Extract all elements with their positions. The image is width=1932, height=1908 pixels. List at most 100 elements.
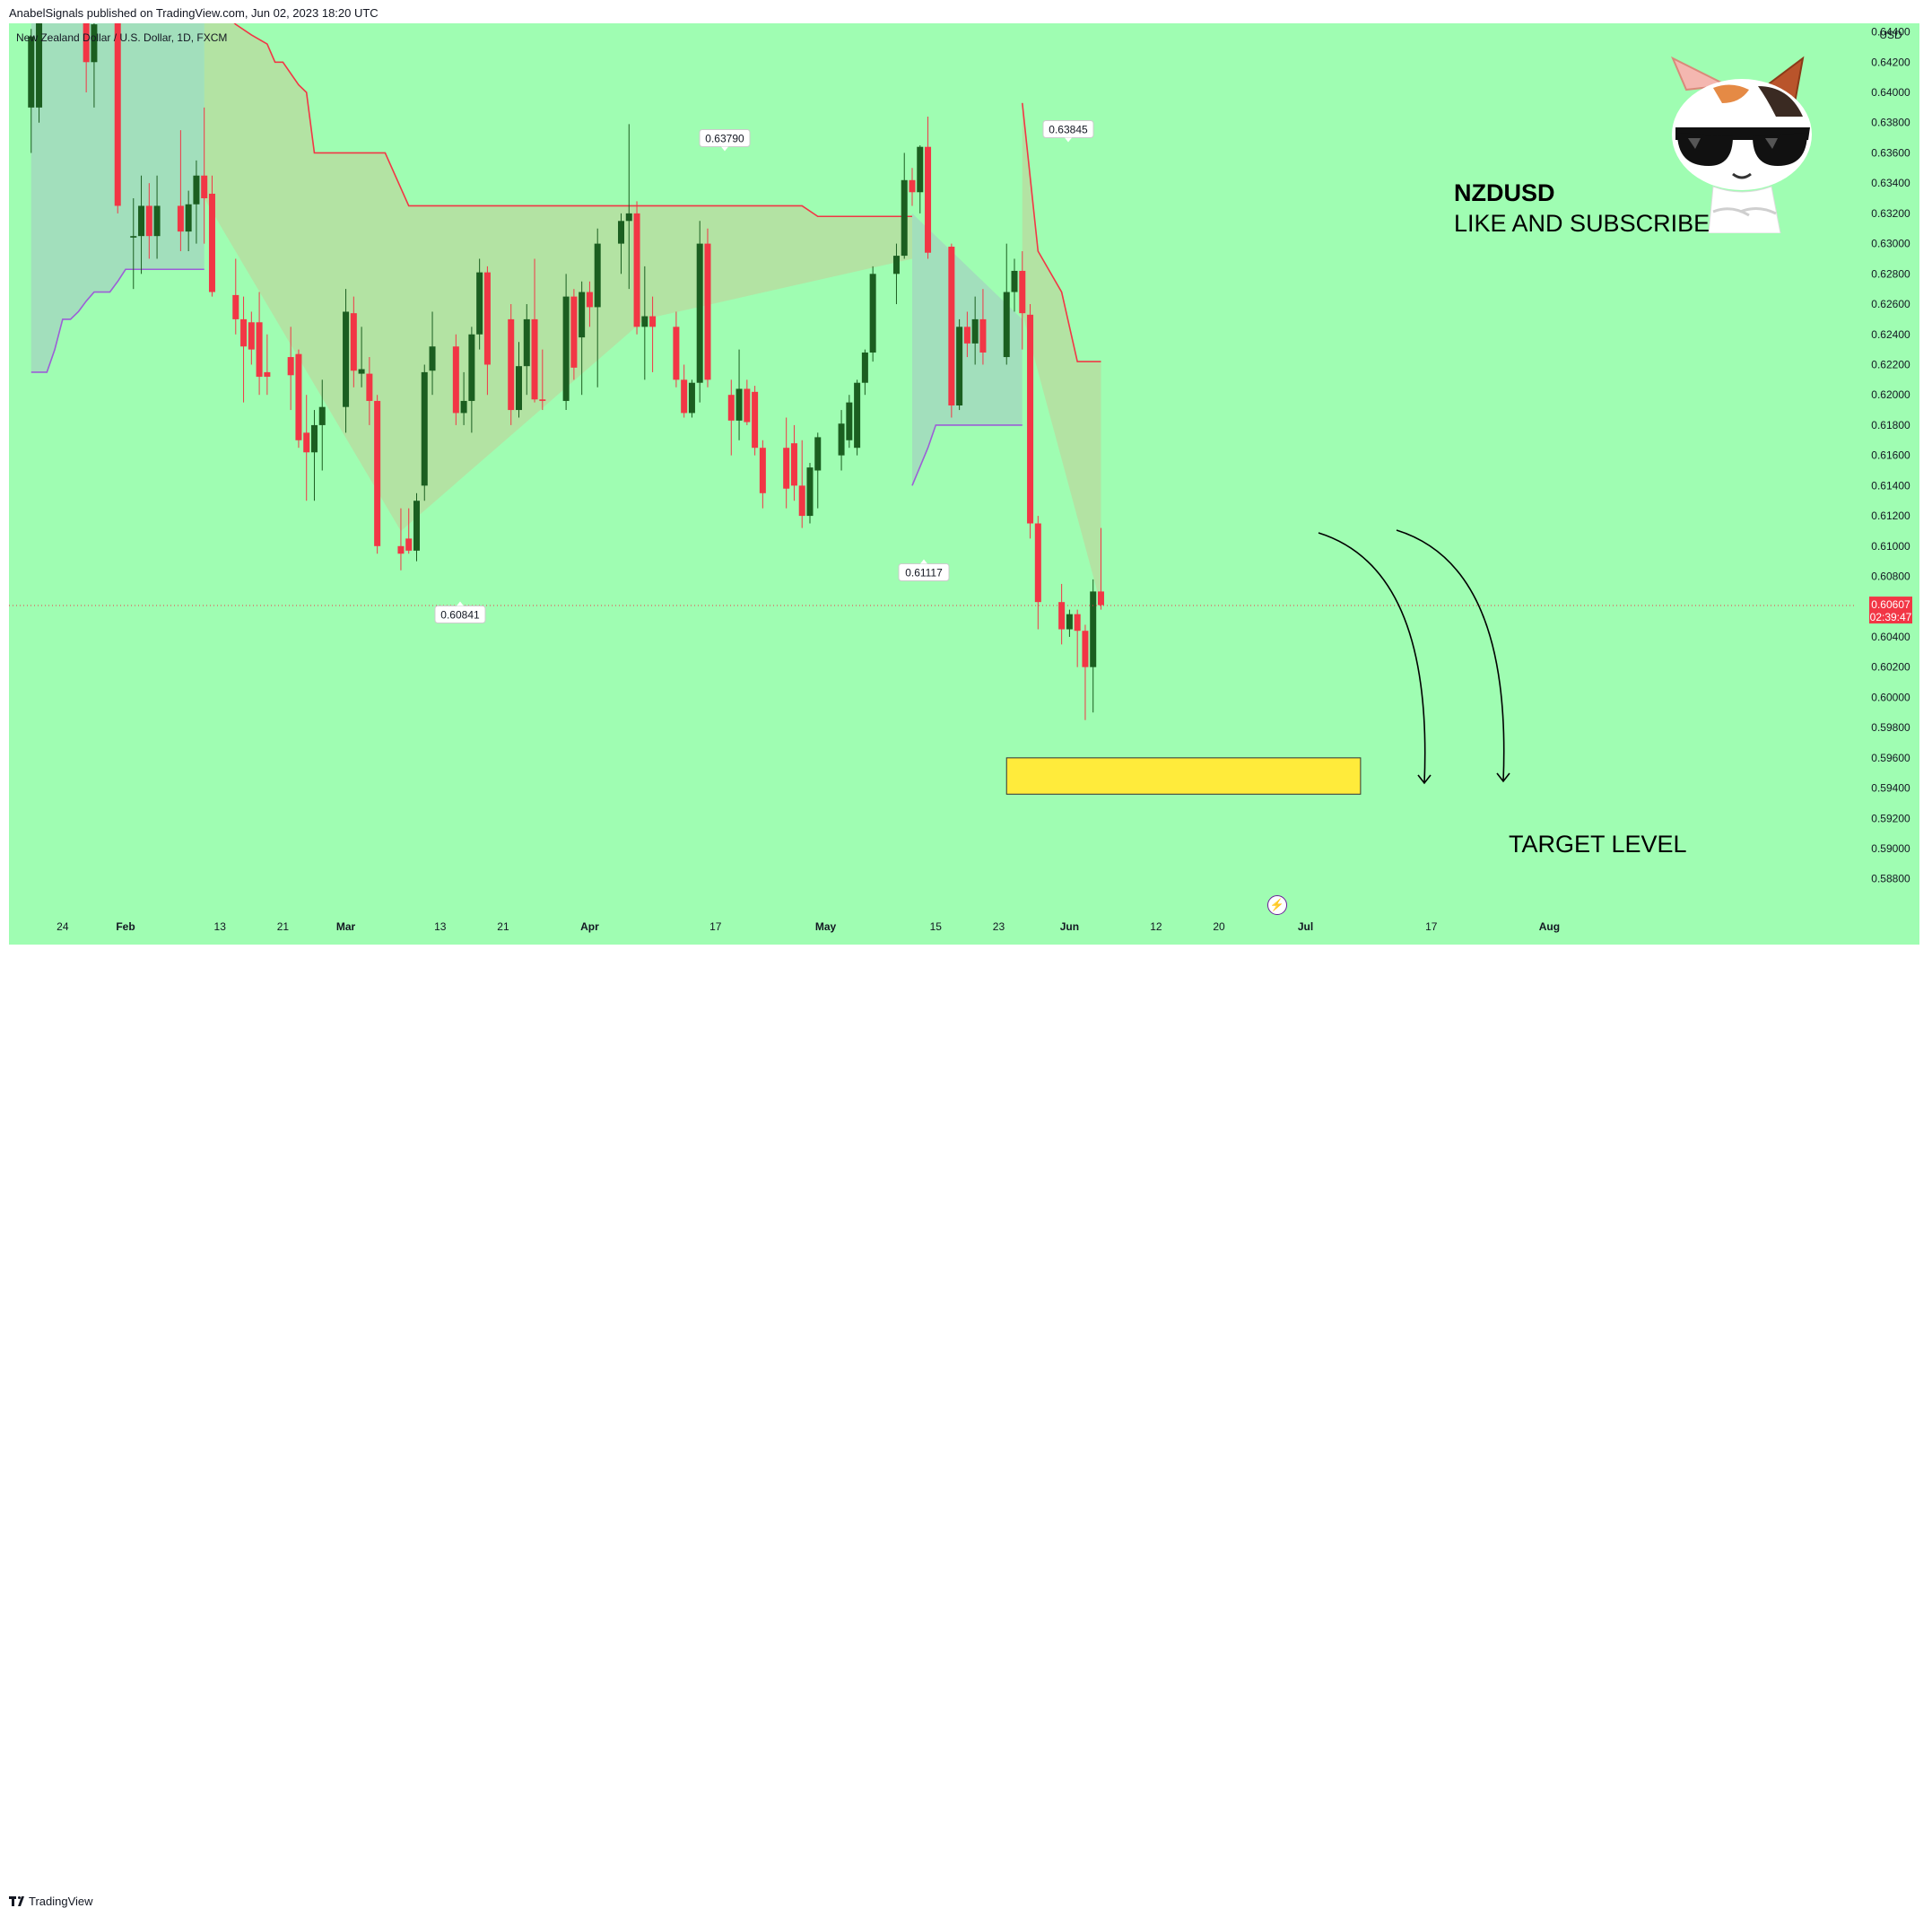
candle-body (925, 146, 932, 253)
x-tick-label: 24 (57, 920, 69, 933)
support-line (30, 268, 205, 373)
last-price-badge (1869, 597, 1912, 624)
pivot-label-text: 0.61117 (905, 567, 943, 579)
candle-body (1058, 602, 1066, 630)
candle-body (570, 296, 578, 368)
candle-body (256, 322, 263, 377)
y-axis-currency: USD (1879, 29, 1902, 41)
candle-body (1003, 292, 1010, 358)
candle-body (303, 432, 310, 453)
chart-area[interactable]: 0.63790 0.63845 0.60841 0.61117 0.64400 0.642… (9, 23, 1919, 945)
y-tick-label: 0.63400 (1871, 177, 1910, 189)
candle-body (460, 400, 467, 414)
candle-body (145, 205, 152, 237)
candle-body (641, 316, 648, 327)
candle-body (138, 205, 145, 237)
candle-body (696, 243, 703, 383)
y-tick-label: 0.61200 (1871, 510, 1910, 522)
target-level-label: TARGET LEVEL (1509, 831, 1687, 858)
candle-body (310, 424, 318, 453)
y-tick-label: 0.62600 (1871, 298, 1910, 310)
candle-body (814, 437, 822, 471)
x-tick-label: 12 (1150, 920, 1162, 933)
resistance-line-2 (1021, 102, 1101, 362)
y-tick-label: 0.60400 (1871, 631, 1910, 643)
candle-body (476, 272, 483, 335)
candle-body (201, 175, 208, 199)
candle-body (185, 204, 192, 232)
candle-body (1034, 523, 1041, 603)
candle-body (979, 318, 987, 353)
candle-body (114, 23, 121, 206)
x-tick-label: Jun (1060, 920, 1079, 933)
x-tick-label: 15 (930, 920, 943, 933)
candle-body (783, 448, 790, 489)
y-tick-label: 0.61600 (1871, 449, 1910, 462)
candle-body (562, 296, 570, 401)
x-tick-label: 13 (214, 920, 227, 933)
candle-body (452, 346, 459, 414)
candle-body (232, 294, 239, 319)
candle-body (318, 406, 326, 425)
tradingview-logo-icon (9, 1896, 25, 1906)
candle-body (405, 538, 413, 551)
candle-body (790, 443, 797, 486)
pivot-label: 0.60841 (434, 601, 486, 623)
pivot-label-text: 0.63790 (705, 133, 744, 145)
candle-body (1082, 631, 1089, 667)
y-tick-label: 0.60800 (1871, 571, 1910, 583)
candle-body (704, 243, 711, 380)
candle-body (1027, 314, 1034, 524)
candle-body (36, 23, 43, 108)
candle-body (752, 391, 759, 449)
y-tick-label: 0.64400 (1871, 26, 1910, 39)
candle-body (838, 423, 845, 456)
x-tick-label: 21 (497, 920, 509, 933)
x-tick-label: Mar (336, 920, 356, 933)
target-zone-box (1005, 757, 1362, 795)
pivot-label-text: 0.63845 (1049, 124, 1088, 136)
x-tick-label: Feb (116, 920, 135, 933)
x-tick-label: 13 (434, 920, 447, 933)
x-tick-label: May (815, 920, 837, 933)
candle-body (594, 243, 601, 308)
candle-body (901, 179, 908, 257)
candle-body (971, 318, 979, 344)
resistance-cloud (204, 23, 912, 531)
candle-body (531, 318, 538, 400)
candle-body (759, 448, 766, 493)
candle-body (649, 316, 657, 327)
candle-body (948, 246, 955, 406)
candle-body (539, 399, 546, 401)
y-tick-label: 0.61800 (1871, 419, 1910, 431)
pivot-label-text: 0.60841 (440, 609, 480, 622)
y-tick-label: 0.63600 (1871, 146, 1910, 159)
y-tick-label: 0.59800 (1871, 721, 1910, 734)
y-tick-label: 0.64000 (1871, 86, 1910, 99)
candle-body (854, 382, 861, 449)
candle-body (586, 292, 593, 308)
x-tick-label: 21 (277, 920, 290, 933)
y-tick-label: 0.62000 (1871, 388, 1910, 401)
y-tick-label: 0.60200 (1871, 661, 1910, 674)
projection-arrow-1 (1318, 532, 1426, 784)
tradingview-brand-text: TradingView (29, 1895, 93, 1908)
y-tick-label: 0.58800 (1871, 873, 1910, 885)
candle-body (917, 146, 924, 193)
candle-body (735, 388, 743, 421)
y-tick-label: 0.59400 (1871, 782, 1910, 795)
candle-body (264, 371, 271, 377)
pivot-label-tip (721, 146, 728, 152)
pivot-label-tip (920, 559, 927, 564)
publisher-credit: AnabelSignals published on TradingView.c… (9, 6, 379, 20)
candlestick-chart[interactable]: 0.63790 0.63845 0.60841 0.61117 0.64400 0.642… (9, 23, 1919, 945)
tradingview-logo[interactable]: TradingView (9, 1895, 93, 1908)
candle-body (413, 501, 420, 551)
events-lightning-icon[interactable]: ⚡ (1267, 895, 1287, 915)
y-tick-label: 0.59200 (1871, 812, 1910, 824)
support-line-2 (911, 424, 1023, 486)
y-tick-label: 0.62800 (1871, 267, 1910, 280)
x-tick-label: Jul (1298, 920, 1313, 933)
pivot-label: 0.63790 (699, 129, 751, 152)
candle-body (1019, 270, 1026, 314)
